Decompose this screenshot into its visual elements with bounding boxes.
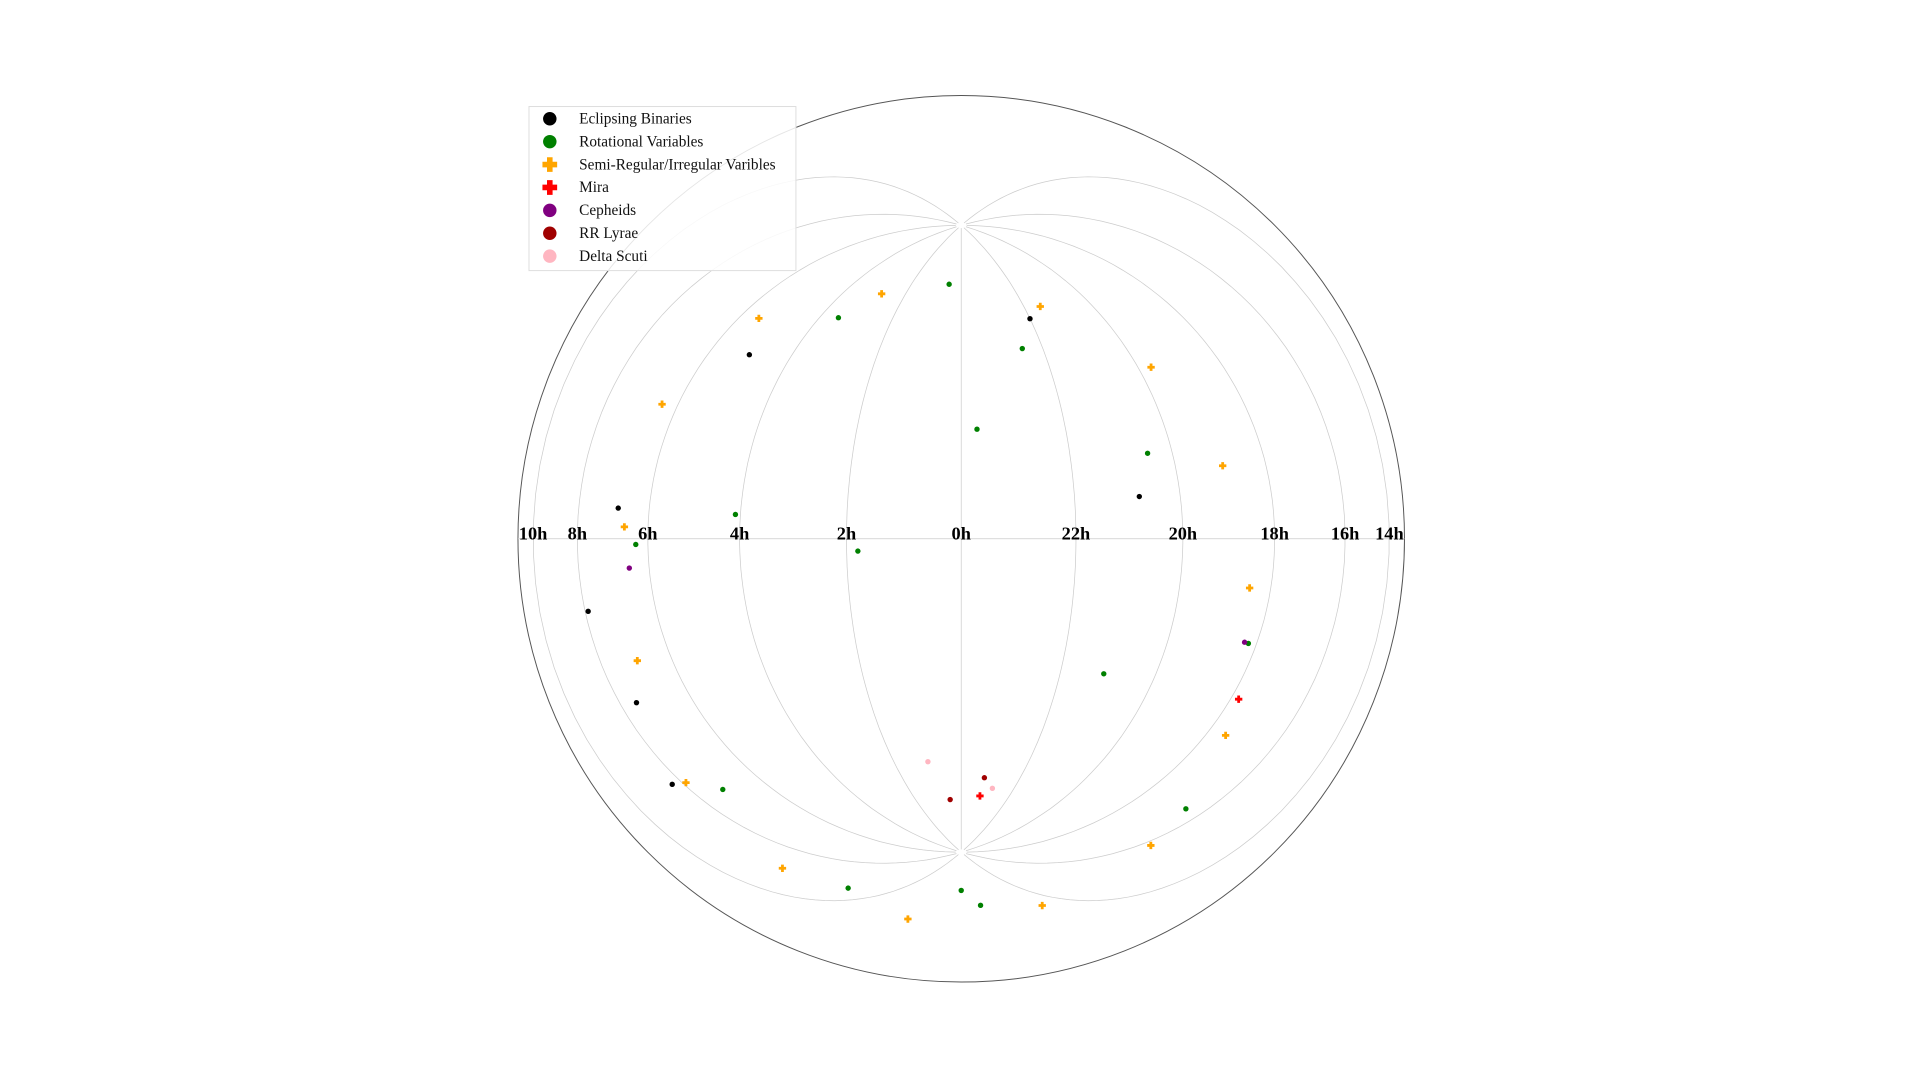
point	[585, 608, 591, 615]
point	[732, 511, 739, 518]
point	[1241, 639, 1248, 645]
x-tick-label: 16h	[1331, 523, 1360, 543]
x-tick-label: 14h	[1375, 523, 1404, 543]
legend-label: Delta Scuti	[579, 248, 647, 265]
point	[1147, 841, 1155, 850]
point	[1245, 584, 1254, 592]
ticks: 10h 8h 6h 4h 2h 0h 22h 20h 18h 16h 14h	[519, 523, 1404, 543]
point	[855, 548, 861, 554]
point	[720, 786, 726, 793]
point	[633, 699, 640, 706]
legend-marker	[542, 157, 558, 172]
point	[1147, 363, 1155, 371]
point	[1036, 302, 1044, 311]
point	[845, 885, 851, 891]
point	[947, 796, 953, 803]
legend-label: Mira	[579, 179, 609, 196]
legend-marker	[543, 249, 557, 263]
legend-label: Semi-Regular/Irregular Varibles	[579, 156, 775, 173]
legend-marker	[543, 112, 557, 126]
point	[1027, 316, 1033, 322]
point	[1038, 901, 1046, 910]
point	[1221, 731, 1230, 740]
legend-marker	[543, 134, 557, 149]
point	[925, 758, 931, 765]
legend-label: Cepheids	[579, 202, 636, 219]
point	[1136, 493, 1143, 500]
point	[977, 902, 984, 909]
legend-label: Rotational Variables	[579, 133, 703, 150]
point	[633, 541, 639, 548]
point	[1234, 695, 1243, 703]
point	[904, 915, 912, 923]
point	[746, 352, 753, 358]
x-tick-label: 10h	[519, 523, 548, 543]
legend-box	[528, 106, 797, 272]
x-tick-label: 8h	[568, 523, 587, 543]
point	[1183, 806, 1189, 812]
legend-marker	[543, 203, 557, 218]
point	[946, 281, 952, 287]
point	[835, 315, 842, 321]
point	[658, 400, 666, 408]
point	[778, 864, 787, 872]
legend: Eclipsing Binaries Rotational Variables Se…	[528, 106, 797, 272]
x-tick-label: 6h	[638, 523, 657, 543]
legend-marker	[542, 180, 558, 195]
x-tick-label: 22h	[1062, 523, 1091, 543]
legend-label: RR Lyrae	[579, 225, 638, 242]
point	[615, 505, 621, 511]
point	[626, 565, 633, 571]
x-tick-label: 2h	[837, 523, 856, 543]
point	[669, 781, 675, 788]
x-tick-label: 18h	[1260, 523, 1289, 543]
point	[1144, 450, 1151, 456]
x-tick-label: 0h	[952, 523, 971, 543]
point	[1219, 462, 1227, 470]
point	[1019, 345, 1025, 352]
point	[976, 792, 984, 800]
legend-label: Eclipsing Binaries	[579, 111, 692, 128]
points	[585, 281, 1254, 923]
point	[989, 785, 996, 792]
point	[755, 314, 763, 323]
point	[1101, 671, 1107, 677]
point	[682, 778, 690, 787]
x-tick-label: 4h	[730, 523, 749, 543]
point	[958, 887, 964, 894]
point	[981, 775, 988, 781]
point	[620, 523, 629, 531]
legend-marker	[543, 226, 557, 240]
point	[877, 290, 886, 298]
grid	[517, 176, 1405, 902]
point	[633, 657, 641, 665]
point	[974, 426, 980, 432]
x-tick-label: 20h	[1169, 523, 1198, 543]
